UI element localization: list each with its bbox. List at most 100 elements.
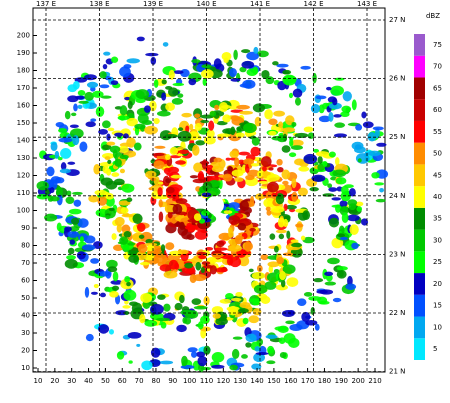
echo-cell: [201, 159, 209, 170]
echo-cell: [102, 64, 108, 70]
echo-cell: [228, 215, 241, 226]
echo-cell: [192, 144, 200, 156]
echo-cell: [285, 204, 297, 210]
echo-cell: [71, 217, 80, 225]
echo-cell: [357, 158, 362, 163]
echo-cell: [230, 115, 240, 122]
echo-cell: [145, 52, 159, 57]
echo-cell: [104, 156, 111, 161]
echo-cell: [282, 180, 289, 186]
echo-cell: [193, 305, 208, 310]
echo-cell: [229, 150, 239, 158]
echo-cell: [154, 145, 166, 149]
echo-cell: [185, 225, 199, 231]
echo-cell: [192, 178, 206, 184]
echo-cell: [203, 209, 208, 214]
echo-cell: [158, 211, 164, 223]
echo-cell: [67, 230, 79, 238]
echo-cell: [135, 98, 146, 104]
echo-cell: [213, 58, 222, 69]
echo-cell: [84, 286, 90, 298]
echo-cell: [66, 255, 77, 260]
echo-cell: [244, 240, 252, 252]
echo-cell: [334, 122, 346, 128]
echo-cell: [290, 145, 303, 150]
echo-cell: [297, 187, 308, 197]
echo-cell: [225, 292, 234, 300]
echo-cell: [282, 264, 296, 275]
echo-cell: [252, 301, 260, 306]
echo-cell: [72, 80, 80, 90]
echo-cell: [178, 149, 190, 155]
echo-cell: [99, 292, 106, 298]
echo-cell: [374, 182, 385, 186]
echo-cell: [295, 223, 304, 228]
echo-cell: [116, 351, 125, 360]
echo-cell: [153, 117, 160, 125]
echo-cell: [248, 298, 262, 303]
echo-cell: [236, 104, 250, 110]
x-tick-label: 150: [267, 377, 280, 385]
echo-cell: [111, 172, 120, 177]
echo-cell: [261, 69, 270, 79]
echo-cell: [328, 151, 336, 158]
echo-cell: [64, 258, 78, 269]
echo-cell: [333, 133, 348, 138]
y-tick-label: 30: [21, 329, 30, 337]
echo-cell: [183, 317, 192, 325]
echo-cell: [197, 321, 204, 330]
echo-cell: [290, 139, 304, 147]
colorbar-label: 15: [433, 302, 442, 310]
echo-cell: [186, 268, 196, 274]
echo-cell: [46, 166, 55, 177]
echo-cell: [263, 197, 276, 208]
y-tick-label: 140: [17, 137, 30, 145]
echo-cell: [60, 162, 67, 171]
echo-cell: [231, 348, 240, 359]
echo-cell: [181, 355, 188, 367]
colorbar-segment: [414, 229, 425, 252]
echo-cell: [81, 244, 96, 251]
echo-cell: [90, 118, 97, 122]
x-tick-label: 40: [84, 377, 93, 385]
latitude-label: 21 N: [389, 368, 405, 376]
longitude-label: 140 E: [196, 0, 216, 8]
echo-cell: [194, 123, 202, 131]
echo-cell: [165, 154, 171, 161]
echo-cell: [302, 236, 315, 244]
echo-cell: [242, 79, 256, 89]
echo-cell: [295, 97, 301, 106]
echo-cell: [285, 320, 295, 325]
echo-cell: [356, 206, 363, 212]
echo-cell: [276, 256, 285, 265]
echo-cell: [111, 233, 117, 240]
echo-cell: [277, 217, 285, 228]
echo-cell: [279, 270, 287, 281]
echo-cell: [346, 214, 360, 222]
y-tick-label: 50: [21, 294, 30, 302]
echo-cell: [211, 253, 224, 258]
colorbar-segment: [414, 294, 425, 317]
echo-cell: [208, 120, 215, 131]
echo-cell: [245, 333, 257, 343]
echo-cell: [235, 292, 243, 297]
echo-cell: [252, 308, 262, 316]
echo-cell: [127, 242, 136, 246]
echo-cell: [68, 208, 82, 215]
colorbar-label: 70: [433, 63, 442, 71]
echo-cell: [286, 246, 301, 251]
echo-cell: [116, 223, 122, 233]
echo-cell: [241, 49, 251, 54]
echo-cell: [200, 119, 210, 124]
echo-cell: [101, 144, 112, 151]
echo-cell: [277, 325, 289, 333]
echo-cell: [44, 213, 58, 222]
echo-cell: [332, 169, 347, 178]
echo-cell: [322, 193, 335, 197]
echo-cell: [111, 285, 120, 291]
echo-cell: [159, 264, 172, 272]
echo-cell: [66, 190, 72, 196]
echo-cell: [104, 76, 112, 81]
echo-cell: [188, 78, 197, 86]
y-tick-label: 120: [17, 172, 30, 180]
